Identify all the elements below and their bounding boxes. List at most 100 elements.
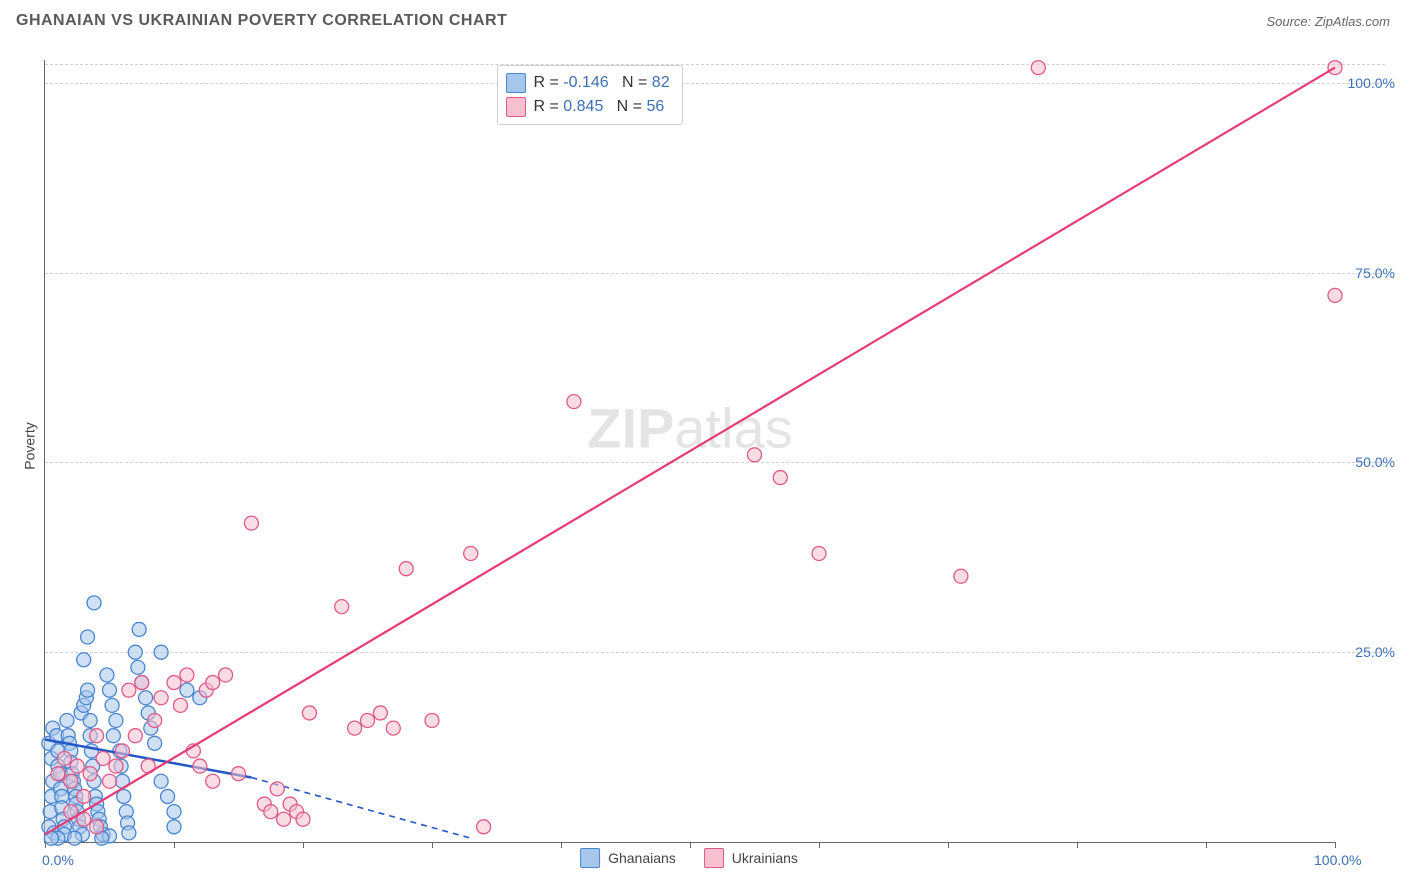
y-tick-label: 75.0% <box>1355 265 1395 281</box>
data-point <box>57 751 71 765</box>
data-point <box>83 714 97 728</box>
data-point <box>386 721 400 735</box>
legend-item: Ukrainians <box>704 848 798 868</box>
data-point <box>56 812 70 826</box>
legend-bottom: Ghanaians Ukrainians <box>580 848 798 868</box>
data-point <box>105 698 119 712</box>
stats-text: R = 0.845 N = 56 <box>534 98 665 116</box>
legend-swatch-icon <box>506 97 526 117</box>
gridline <box>45 64 1385 65</box>
data-point <box>50 729 64 743</box>
data-point <box>1031 61 1045 75</box>
data-point <box>79 691 93 705</box>
data-point <box>96 751 110 765</box>
x-tick <box>1335 842 1336 848</box>
data-point <box>115 774 129 788</box>
data-point <box>122 683 136 697</box>
data-point <box>477 820 491 834</box>
data-point <box>87 596 101 610</box>
data-point <box>91 805 105 819</box>
data-point <box>90 729 104 743</box>
trend-line <box>45 68 1335 835</box>
data-point <box>100 668 114 682</box>
data-point <box>148 736 162 750</box>
data-point <box>244 516 258 530</box>
data-point <box>103 829 117 843</box>
data-point <box>193 759 207 773</box>
data-point <box>373 706 387 720</box>
data-point <box>55 789 69 803</box>
x-tick <box>1206 842 1207 848</box>
data-point <box>44 789 58 803</box>
data-point <box>86 759 100 773</box>
data-point <box>122 826 136 840</box>
legend-item: Ghanaians <box>580 848 676 868</box>
data-point <box>180 683 194 697</box>
data-point <box>70 805 84 819</box>
data-point <box>193 691 207 705</box>
data-point <box>83 729 97 743</box>
data-point <box>128 729 142 743</box>
legend-swatch-icon <box>704 848 724 868</box>
data-point <box>66 774 80 788</box>
y-axis-label: Poverty <box>22 422 38 469</box>
data-point <box>43 805 57 819</box>
data-point <box>77 812 91 826</box>
data-point <box>70 759 84 773</box>
data-point <box>57 820 71 834</box>
data-point <box>199 683 213 697</box>
legend-swatch-icon <box>580 848 600 868</box>
data-point <box>109 759 123 773</box>
data-point <box>335 600 349 614</box>
data-point <box>257 797 271 811</box>
data-point <box>154 774 168 788</box>
data-point <box>773 471 787 485</box>
data-point <box>64 805 78 819</box>
data-point <box>148 714 162 728</box>
data-point <box>132 622 146 636</box>
data-point <box>95 831 109 845</box>
y-tick-label: 25.0% <box>1355 644 1395 660</box>
data-point <box>77 653 91 667</box>
gridline <box>45 462 1385 463</box>
source-credit: Source: ZipAtlas.com <box>1266 14 1390 29</box>
data-point <box>68 831 82 845</box>
data-point <box>93 820 107 834</box>
data-point <box>954 569 968 583</box>
data-point <box>64 755 78 769</box>
y-tick-label: 100.0% <box>1348 75 1395 91</box>
x-tick <box>819 842 820 848</box>
data-point <box>812 546 826 560</box>
x-tick <box>432 842 433 848</box>
data-point <box>75 827 89 841</box>
data-point <box>42 820 56 834</box>
watermark: ZIPatlas <box>587 395 792 460</box>
data-point <box>173 698 187 712</box>
data-point <box>51 831 65 845</box>
data-point <box>115 744 129 758</box>
data-point <box>73 820 87 834</box>
data-point <box>68 782 82 796</box>
data-point <box>63 736 77 750</box>
data-point <box>60 714 74 728</box>
data-point <box>154 691 168 705</box>
data-point <box>109 714 123 728</box>
data-point <box>180 668 194 682</box>
data-point <box>55 801 69 815</box>
gridline <box>45 273 1385 274</box>
data-point <box>47 826 61 840</box>
data-point <box>65 767 79 781</box>
data-point <box>277 812 291 826</box>
data-point <box>464 546 478 560</box>
data-point <box>90 820 104 834</box>
chart-svg <box>45 60 1335 842</box>
data-point <box>84 744 98 758</box>
data-point <box>51 744 65 758</box>
data-point <box>88 789 102 803</box>
data-point <box>81 630 95 644</box>
x-tick <box>1077 842 1078 848</box>
chart-title: GHANAIAN VS UKRAINIAN POVERTY CORRELATIO… <box>16 12 507 29</box>
y-tick-label: 50.0% <box>1355 454 1395 470</box>
trend-line <box>45 740 251 778</box>
legend-swatch-icon <box>506 73 526 93</box>
